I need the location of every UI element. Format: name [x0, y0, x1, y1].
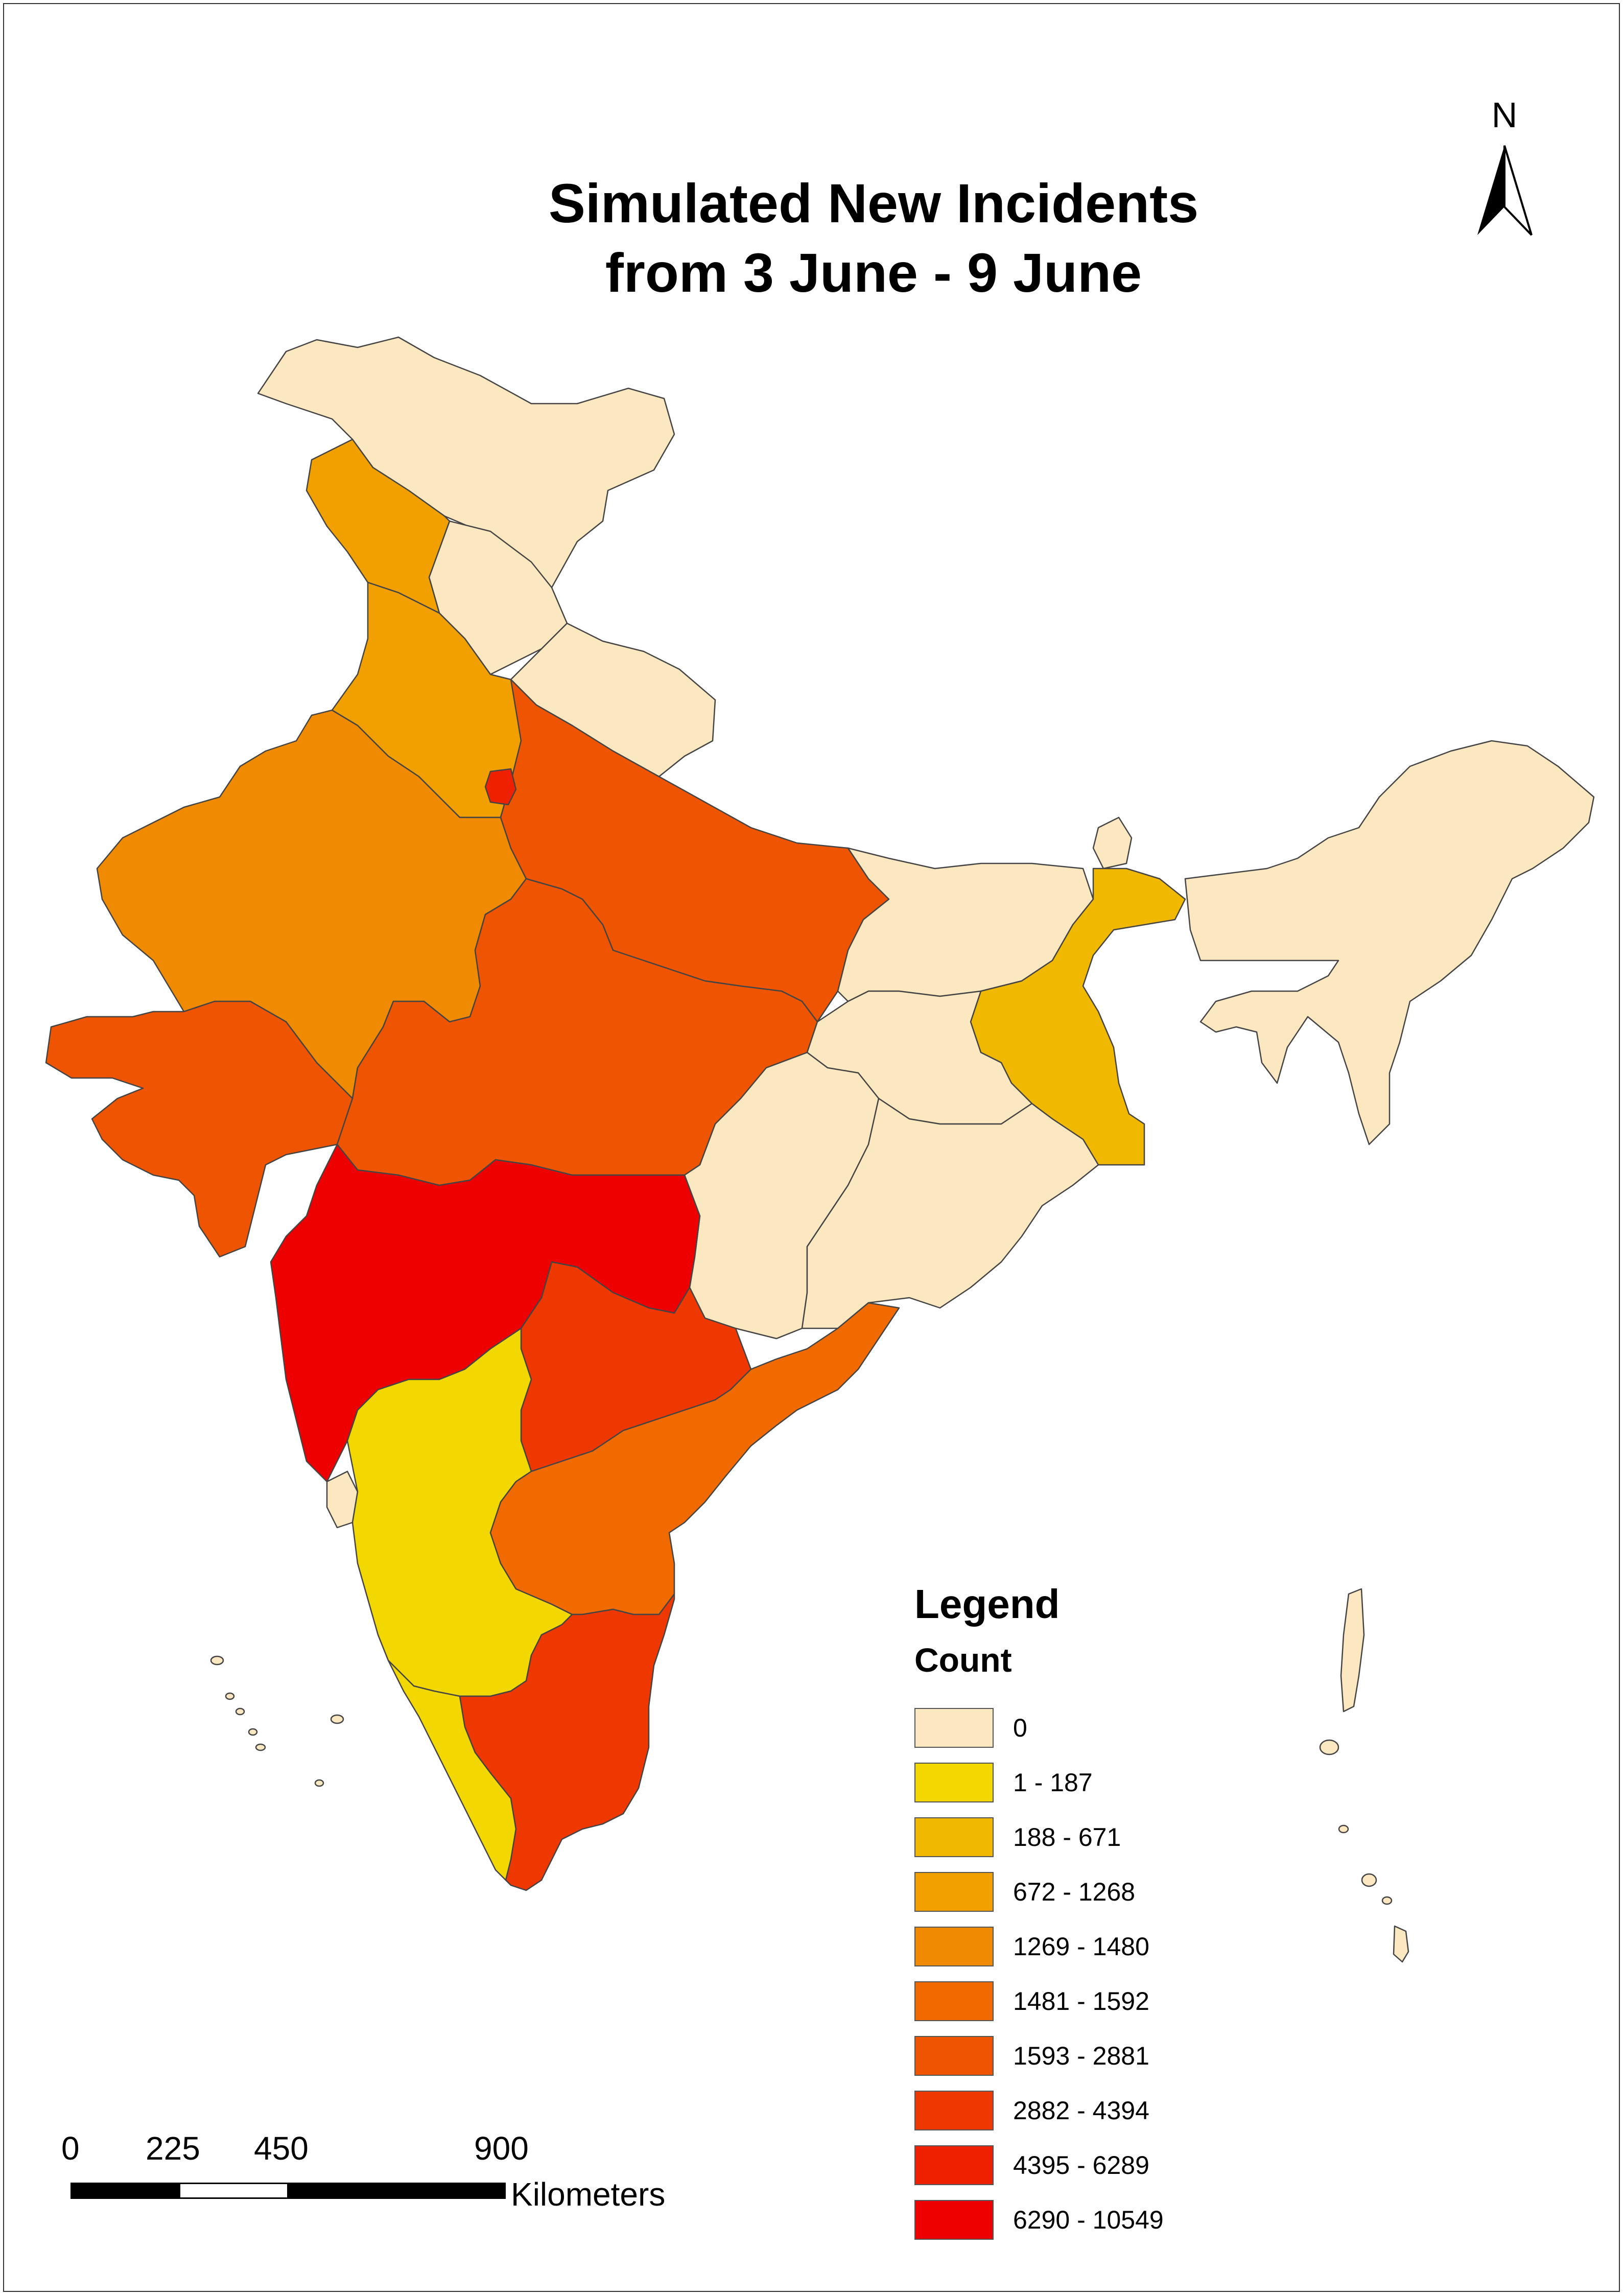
region-west-bengal — [970, 868, 1186, 1166]
legend-label: 0 — [1013, 1713, 1027, 1742]
scale-tick-450: 450 — [254, 2130, 309, 2167]
region-gujarat — [45, 1000, 354, 1258]
legend-label: 188 - 671 — [1013, 1822, 1121, 1852]
legend-swatch — [914, 1817, 994, 1857]
legend-swatch — [914, 1871, 994, 1912]
legend-item: 1481 - 1592 — [914, 1974, 1374, 2028]
legend-label: 1 - 187 — [1013, 1768, 1093, 1797]
region-sikkim — [1092, 816, 1133, 870]
scale-segment-3 — [287, 2183, 506, 2199]
region-andaman-nicobar — [1319, 1588, 1409, 1963]
map-title: Simulated New Incidents from 3 June - 9 … — [409, 169, 1338, 308]
region-delhi — [484, 768, 517, 806]
region-tamil-nadu — [459, 1593, 675, 1891]
legend-swatch — [914, 2145, 994, 2185]
legend-label: 1593 - 2881 — [1013, 2041, 1149, 2070]
north-label: N — [1491, 95, 1518, 135]
legend-label: 6290 - 10549 — [1013, 2205, 1164, 2234]
north-arrow: N — [1471, 97, 1538, 245]
legend-swatch — [914, 1981, 994, 2021]
legend-item: 6290 - 10549 — [914, 2192, 1374, 2247]
map-frame — [3, 3, 1620, 2292]
legend-title: Legend — [914, 1581, 1060, 1627]
region-northeast — [1184, 740, 1595, 1145]
legend-label: 2882 - 4394 — [1013, 2096, 1149, 2125]
legend-item: 188 - 671 — [914, 1810, 1374, 1864]
map-title-line-1: Simulated New Incidents — [548, 172, 1199, 234]
scale-tick-225: 225 — [146, 2130, 200, 2167]
legend-swatch — [914, 1926, 994, 1966]
legend-swatch — [914, 1707, 994, 1748]
region-odisha — [801, 1097, 1099, 1329]
legend-items: 0 1 - 187 188 - 671 672 - 1268 1269 - 1480 14… — [914, 1700, 1374, 2247]
legend-swatch — [914, 2035, 994, 2076]
region-lakshadweep — [210, 1655, 344, 1787]
legend-item: 1269 - 1480 — [914, 1919, 1374, 1974]
legend-item: 1593 - 2881 — [914, 2028, 1374, 2083]
legend-subtitle: Count — [914, 1641, 1012, 1679]
legend-item: 4395 - 6289 — [914, 2138, 1374, 2192]
scale-segment-2 — [179, 2183, 289, 2199]
map-title-line-2: from 3 June - 9 June — [605, 242, 1142, 303]
legend-label: 1481 - 1592 — [1013, 1986, 1149, 2016]
legend-item: 0 — [914, 1700, 1374, 1755]
legend-label: 1269 - 1480 — [1013, 1932, 1149, 1961]
legend-item: 1 - 187 — [914, 1755, 1374, 1810]
scale-segment-1 — [70, 2183, 180, 2199]
legend-item: 672 - 1268 — [914, 1864, 1374, 1919]
scale-tick-0: 0 — [61, 2130, 80, 2167]
scale-bar: 0 225 450 900 Kilometers — [61, 2130, 725, 2233]
scale-unit-label: Kilometers — [511, 2176, 666, 2213]
legend-swatch — [914, 2090, 994, 2130]
north-arrow-icon — [1477, 145, 1533, 236]
legend-item: 2882 - 4394 — [914, 2083, 1374, 2138]
legend-label: 672 - 1268 — [1013, 1877, 1136, 1906]
legend-label: 4395 - 6289 — [1013, 2150, 1149, 2180]
legend-swatch — [914, 1762, 994, 1802]
scale-tick-900: 900 — [474, 2130, 529, 2167]
legend: Legend Count 0 1 - 187 188 - 671 672 - 1268… — [914, 1579, 1374, 2247]
legend-swatch — [914, 2199, 994, 2240]
